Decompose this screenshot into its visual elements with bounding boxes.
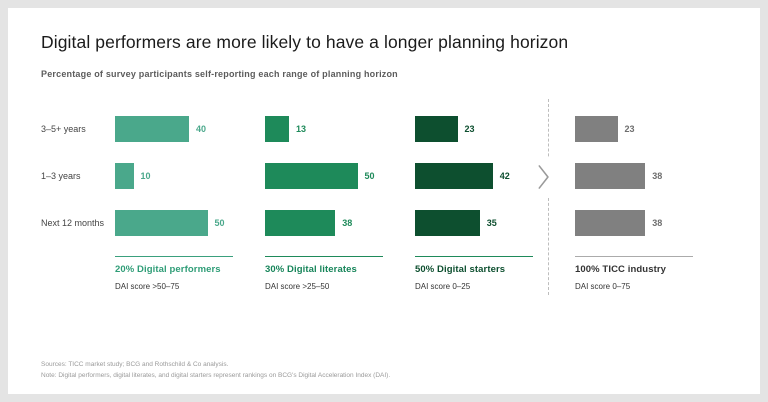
group-axis-line xyxy=(415,256,533,257)
bar xyxy=(115,209,208,236)
bar-value: 50 xyxy=(214,217,225,228)
bar-value: 10 xyxy=(140,170,151,181)
bar-row: 50 xyxy=(265,152,415,199)
group-axis-line xyxy=(265,256,383,257)
bar xyxy=(265,162,358,189)
chart-subtitle: Percentage of survey participants self-r… xyxy=(41,69,398,79)
bar xyxy=(265,209,336,236)
dai-score-label: DAI score >25–50 xyxy=(265,282,330,291)
bar xyxy=(575,115,618,142)
bar-group: 23 42 35 50% Digital starters DAI score 0–25 xyxy=(415,105,565,291)
dai-score-label: DAI score >50–75 xyxy=(115,282,180,291)
group-axis-line xyxy=(575,256,693,257)
bar-row: 50 xyxy=(115,199,265,246)
group-label: 50% Digital starters xyxy=(415,264,506,275)
group-label: 100% TICC industry xyxy=(575,264,667,275)
group-axis-line xyxy=(115,256,233,257)
bar-row: 40 xyxy=(115,105,265,152)
bar xyxy=(415,115,458,142)
bar-group: 23 38 38 100% TICC industry DAI score 0–75 xyxy=(575,105,725,291)
footnotes: Sources: TICC market study; BCG and Roth… xyxy=(41,360,390,381)
bar-row: 13 xyxy=(265,105,415,152)
bar-value: 35 xyxy=(486,217,497,228)
chart-card: Digital performers are more likely to ha… xyxy=(8,8,760,394)
dai-score-label: DAI score 0–75 xyxy=(575,282,631,291)
bar-row: 38 xyxy=(265,199,415,246)
note-text: Note: Digital performers, digital litera… xyxy=(41,371,391,379)
bar xyxy=(415,162,493,189)
bar-value: 38 xyxy=(342,217,353,228)
bar-row: 38 xyxy=(575,199,725,246)
bar-value: 50 xyxy=(364,170,375,181)
bar xyxy=(575,162,646,189)
bar-row: 35 xyxy=(415,199,565,246)
bar-row: 23 xyxy=(415,105,565,152)
bar-value: 23 xyxy=(624,123,635,134)
bar-value: 40 xyxy=(196,123,207,134)
bar-group: 40 10 50 20% Digital performers DAI score >5… xyxy=(115,105,265,291)
row-label: 3–5+ years xyxy=(41,123,86,134)
chart-title: Digital performers are more likely to ha… xyxy=(41,32,569,52)
bar-value: 13 xyxy=(296,123,307,134)
bar xyxy=(265,115,290,142)
bar xyxy=(415,209,480,236)
dashed-separator xyxy=(548,99,549,295)
bar xyxy=(115,115,189,142)
bar-value: 42 xyxy=(499,170,510,181)
row-label: 1–3 years xyxy=(41,170,81,181)
bar-row: 10 xyxy=(115,152,265,199)
bar-group: 13 50 38 30% Digital literates DAI score >25… xyxy=(265,105,415,291)
bar-value: 38 xyxy=(652,170,663,181)
dai-score-label: DAI score 0–25 xyxy=(415,282,471,291)
chevron-right-icon xyxy=(536,158,552,196)
group-label: 30% Digital literates xyxy=(265,264,357,275)
group-label: 20% Digital performers xyxy=(115,264,221,275)
row-labels: 3–5+ years 1–3 years Next 12 months xyxy=(41,105,113,246)
bar-row: 23 xyxy=(575,105,725,152)
bar xyxy=(115,162,134,189)
bar-value: 23 xyxy=(464,123,475,134)
row-label: Next 12 months xyxy=(41,217,105,228)
bar xyxy=(575,209,646,236)
bar-row: 42 xyxy=(415,152,565,199)
bar-value: 38 xyxy=(652,217,663,228)
bar-chart: 3–5+ years 1–3 years Next 12 months 40 10 50… xyxy=(41,99,727,305)
bar-row: 38 xyxy=(575,152,725,199)
sources-text: Sources: TICC market study; BCG and Roth… xyxy=(41,361,229,369)
